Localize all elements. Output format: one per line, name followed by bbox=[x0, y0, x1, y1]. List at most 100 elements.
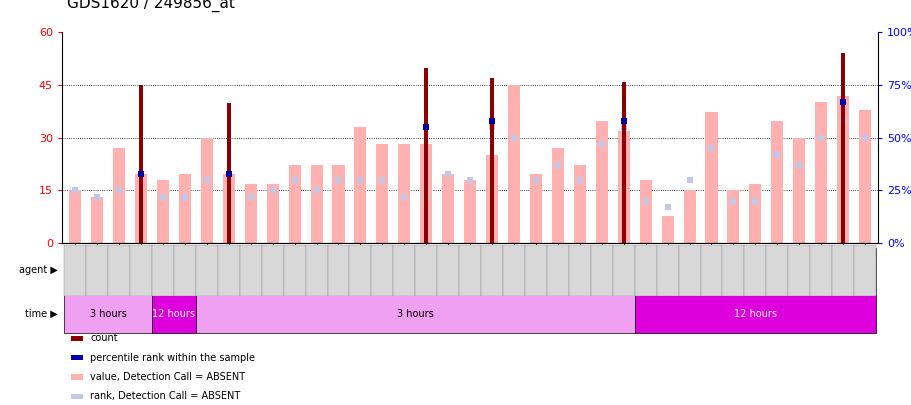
Bar bbox=[200, 138, 212, 243]
Bar bbox=[489, 78, 494, 243]
Text: N2: N2 bbox=[497, 266, 507, 275]
Bar bbox=[152, 245, 174, 296]
Bar bbox=[283, 245, 305, 296]
Bar bbox=[333, 165, 344, 243]
Bar bbox=[547, 245, 568, 296]
Text: rotenone: rotenone bbox=[628, 266, 662, 275]
Text: cysteine: cysteine bbox=[793, 266, 825, 275]
Bar bbox=[727, 190, 739, 243]
Bar bbox=[196, 294, 634, 333]
Bar bbox=[749, 184, 761, 243]
Bar bbox=[743, 245, 765, 296]
Bar bbox=[371, 245, 393, 296]
Bar bbox=[288, 165, 301, 243]
Bar bbox=[831, 245, 854, 296]
Text: flagellen: flagellen bbox=[442, 266, 476, 275]
Bar bbox=[415, 245, 436, 296]
Bar bbox=[442, 173, 454, 243]
Bar bbox=[436, 245, 458, 296]
Bar bbox=[310, 165, 322, 243]
Bar bbox=[814, 102, 826, 243]
Bar bbox=[573, 165, 585, 243]
Bar bbox=[765, 245, 787, 296]
Bar bbox=[809, 245, 831, 296]
Bar bbox=[743, 248, 875, 293]
Bar bbox=[305, 248, 349, 293]
Bar bbox=[69, 190, 81, 243]
Bar bbox=[481, 248, 525, 293]
Bar bbox=[634, 245, 656, 296]
Bar bbox=[376, 144, 388, 243]
Bar bbox=[327, 245, 349, 296]
Bar bbox=[354, 127, 366, 243]
Bar bbox=[261, 245, 283, 296]
Text: 100 uM
salicylic ac: 100 uM salicylic ac bbox=[602, 261, 644, 280]
Bar bbox=[349, 245, 371, 296]
Bar bbox=[179, 173, 190, 243]
Bar bbox=[349, 248, 393, 293]
Bar bbox=[64, 245, 86, 296]
Bar bbox=[481, 245, 503, 296]
Bar bbox=[660, 215, 673, 243]
Bar bbox=[266, 184, 279, 243]
Bar bbox=[525, 248, 568, 293]
Text: 3 hours: 3 hours bbox=[396, 309, 434, 319]
Text: rank, Detection Call = ABSENT: rank, Detection Call = ABSENT bbox=[90, 392, 241, 401]
Bar bbox=[590, 245, 612, 296]
Bar bbox=[612, 245, 634, 296]
Bar bbox=[836, 96, 848, 243]
Bar bbox=[196, 245, 218, 296]
Bar bbox=[656, 248, 700, 293]
Text: untreated: untreated bbox=[111, 266, 148, 275]
Bar bbox=[130, 245, 152, 296]
Bar bbox=[218, 245, 240, 296]
Bar bbox=[568, 245, 590, 296]
Bar bbox=[86, 245, 108, 296]
Bar bbox=[634, 248, 656, 293]
Bar bbox=[222, 173, 234, 243]
Bar bbox=[858, 110, 870, 243]
Bar bbox=[64, 294, 152, 333]
Bar bbox=[393, 245, 415, 296]
Text: 3 hours: 3 hours bbox=[89, 309, 127, 319]
Bar bbox=[240, 248, 261, 293]
Bar bbox=[621, 81, 625, 243]
Bar bbox=[525, 245, 547, 296]
Bar bbox=[227, 102, 230, 243]
Bar bbox=[700, 245, 722, 296]
Bar bbox=[595, 121, 607, 243]
Bar bbox=[507, 85, 519, 243]
Text: rotenone: rotenone bbox=[529, 266, 564, 275]
Bar bbox=[678, 245, 700, 296]
Bar bbox=[138, 85, 143, 243]
Bar bbox=[617, 131, 630, 243]
Bar bbox=[771, 121, 783, 243]
Bar bbox=[305, 245, 327, 296]
Bar bbox=[261, 248, 305, 293]
Bar bbox=[568, 248, 612, 293]
Text: hydrogen
peroxide: hydrogen peroxide bbox=[396, 261, 433, 280]
Bar bbox=[854, 245, 875, 296]
Bar bbox=[612, 248, 634, 293]
Bar bbox=[218, 248, 240, 293]
Bar bbox=[639, 180, 651, 243]
Bar bbox=[244, 184, 257, 243]
Bar bbox=[656, 245, 678, 296]
Bar bbox=[787, 245, 809, 296]
Bar bbox=[108, 245, 130, 296]
Text: chloramph
enicol: chloramph enicol bbox=[307, 261, 348, 280]
Bar bbox=[682, 190, 695, 243]
Bar bbox=[793, 138, 804, 243]
Bar bbox=[705, 113, 717, 243]
Bar bbox=[398, 144, 410, 243]
Text: 1.25 uM
oligomycin: 1.25 uM oligomycin bbox=[230, 261, 271, 280]
Bar bbox=[700, 248, 743, 293]
Bar bbox=[424, 68, 428, 243]
Bar bbox=[436, 248, 481, 293]
Bar bbox=[503, 245, 525, 296]
Text: count: count bbox=[90, 333, 118, 343]
Bar bbox=[464, 180, 476, 243]
Text: GDS1620 / 249856_at: GDS1620 / 249856_at bbox=[67, 0, 234, 12]
Bar bbox=[152, 294, 196, 333]
Text: man
nitol: man nitol bbox=[198, 261, 215, 280]
